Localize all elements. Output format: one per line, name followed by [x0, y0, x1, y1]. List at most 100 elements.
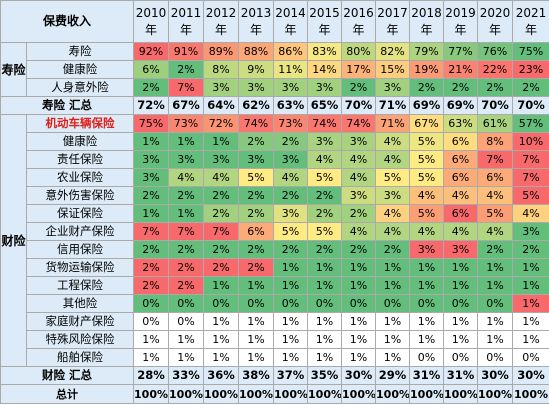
- value-cell: 2%: [341, 78, 377, 97]
- value-cell: 3%: [273, 204, 309, 223]
- value-cell: 1%: [375, 312, 411, 331]
- value-cell: 3%: [443, 240, 479, 259]
- value-cell: 88%: [238, 42, 275, 61]
- value-cell: 3%: [133, 168, 170, 187]
- value-cell: 75%: [512, 42, 549, 61]
- summary-value: 29%: [375, 366, 411, 385]
- summary-label: 寿险 汇总: [0, 96, 135, 115]
- value-cell: 3%: [203, 78, 240, 97]
- value-cell: 1%: [443, 330, 479, 349]
- year-header: 2017年: [375, 0, 411, 43]
- value-cell: 1%: [273, 276, 309, 295]
- value-cell: 4%: [341, 222, 377, 241]
- value-cell: 5%: [477, 204, 514, 223]
- value-cell: 3%: [341, 186, 377, 205]
- value-cell: 5%: [409, 132, 445, 151]
- value-cell: 4%: [477, 186, 514, 205]
- value-cell: 1%: [238, 276, 275, 295]
- value-cell: 1%: [375, 330, 411, 349]
- value-cell: 15%: [375, 60, 411, 79]
- value-cell: 80%: [341, 42, 377, 61]
- value-cell: 1%: [168, 330, 205, 349]
- summary-value: 65%: [307, 96, 343, 115]
- value-cell: 86%: [273, 42, 309, 61]
- total-value: 100%: [375, 384, 411, 404]
- row-label: 货物运输保险: [25, 258, 135, 277]
- value-cell: 2%: [443, 78, 479, 97]
- value-cell: 7%: [512, 168, 549, 187]
- summary-value: 70%: [477, 96, 514, 115]
- value-cell: 5%: [375, 168, 411, 187]
- table-body: 寿险 寿险 92% 91% 89% 88% 86% 83% 80% 82% 79% 77% 76% 75%…: [0, 42, 549, 404]
- value-cell: 1%: [409, 312, 445, 331]
- value-cell: 2%: [273, 132, 309, 151]
- value-cell: 2%: [341, 240, 377, 259]
- table-row: 保证保险 1% 1% 2% 2% 3% 2% 2% 4% 5% 6% 5% 4%: [1, 204, 549, 223]
- value-cell: 6%: [443, 150, 479, 169]
- row-label: 意外伤害保险: [25, 186, 135, 205]
- row-label: 企业财产保险: [25, 222, 135, 241]
- total-value: 100%: [133, 384, 170, 404]
- value-cell: 1%: [133, 132, 170, 151]
- year-header: 2012年: [203, 0, 240, 43]
- value-cell: 1%: [203, 312, 240, 331]
- table-row: 企业财产保险 7% 7% 7% 6% 5% 5% 4% 4% 4% 4% 4% 3%: [1, 222, 549, 241]
- value-cell: 5%: [238, 168, 275, 187]
- value-cell: 73%: [168, 114, 205, 133]
- value-cell: 2%: [238, 204, 275, 223]
- value-cell: 0%: [512, 348, 549, 367]
- value-cell: 4%: [341, 168, 377, 187]
- value-cell: 3%: [409, 240, 445, 259]
- value-cell: 7%: [133, 222, 170, 241]
- total-value: 100%: [477, 384, 514, 404]
- group-label-property: 财险: [0, 114, 27, 367]
- summary-value: 30%: [477, 366, 514, 385]
- value-cell: 5%: [512, 186, 549, 205]
- value-cell: 0%: [375, 294, 411, 313]
- value-cell: 3%: [307, 78, 343, 97]
- table-row: 寿险 寿险 92% 91% 89% 88% 86% 83% 80% 82% 79% 77% 76% 75%: [0, 42, 549, 97]
- value-cell: 4%: [375, 204, 411, 223]
- row-label: 船舶保险: [25, 348, 135, 367]
- value-cell: 0%: [443, 348, 479, 367]
- value-cell: 4%: [203, 168, 240, 187]
- value-cell: 1%: [512, 258, 549, 277]
- value-cell: 1%: [238, 312, 275, 331]
- value-cell: 72%: [203, 114, 240, 133]
- value-cell: 2%: [238, 186, 275, 205]
- value-cell: 1%: [477, 258, 514, 277]
- value-cell: 2%: [168, 258, 205, 277]
- total-value: 100%: [203, 384, 240, 404]
- value-cell: 6%: [443, 168, 479, 187]
- value-cell: 82%: [375, 42, 411, 61]
- total-value: 100%: [238, 384, 275, 404]
- value-cell: 2%: [133, 258, 170, 277]
- value-cell: 10%: [512, 132, 549, 151]
- value-cell: 4%: [477, 222, 514, 241]
- value-cell: 91%: [168, 42, 205, 61]
- value-cell: 7%: [168, 78, 205, 97]
- value-cell: 19%: [409, 60, 445, 79]
- summary-value: 30%: [512, 366, 549, 385]
- value-cell: 2%: [203, 204, 240, 223]
- value-cell: 1%: [203, 132, 240, 151]
- value-cell: 3%: [375, 78, 411, 97]
- value-cell: 83%: [307, 42, 343, 61]
- summary-value: 70%: [512, 96, 549, 115]
- value-cell: 61%: [477, 114, 514, 133]
- value-cell: 1%: [341, 312, 377, 331]
- summary-value: 63%: [273, 96, 309, 115]
- summary-value: 35%: [307, 366, 343, 385]
- value-cell: 1%: [273, 312, 309, 331]
- summary-value: 33%: [168, 366, 205, 385]
- summary-value: 67%: [168, 96, 205, 115]
- value-cell: 0%: [443, 294, 479, 313]
- value-cell: 4%: [375, 222, 411, 241]
- total-value: 100%: [168, 384, 205, 404]
- value-cell: 2%: [238, 258, 275, 277]
- value-cell: 3%: [341, 132, 377, 151]
- value-cell: 74%: [341, 114, 377, 133]
- row-label: 工程保险: [25, 276, 135, 295]
- table-row: 责任保险 3% 3% 3% 3% 3% 4% 4% 4% 5% 6% 7% 7%: [1, 150, 549, 169]
- value-cell: 74%: [238, 114, 275, 133]
